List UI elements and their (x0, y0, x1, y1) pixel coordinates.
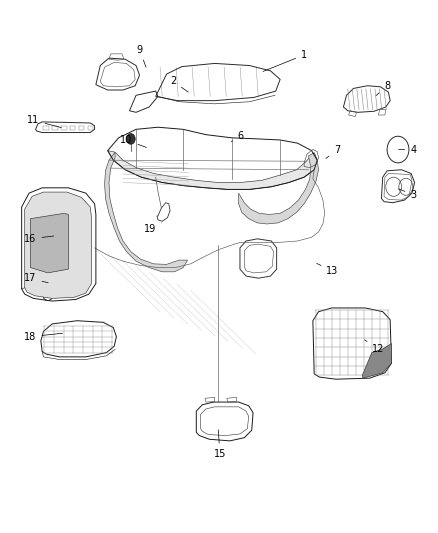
Text: 7: 7 (326, 144, 340, 158)
Text: 6: 6 (231, 131, 244, 142)
Text: 1: 1 (263, 50, 307, 71)
Polygon shape (30, 213, 68, 273)
Text: 11: 11 (27, 115, 61, 127)
Polygon shape (362, 344, 392, 378)
Text: 12: 12 (364, 340, 385, 354)
Text: 18: 18 (24, 332, 63, 342)
Text: 16: 16 (24, 234, 54, 244)
Polygon shape (105, 152, 187, 272)
Text: 3: 3 (399, 189, 417, 200)
Text: 15: 15 (214, 430, 226, 458)
Polygon shape (239, 153, 318, 224)
Polygon shape (25, 192, 92, 298)
Text: 10: 10 (120, 135, 147, 148)
Text: 13: 13 (317, 263, 339, 276)
Circle shape (45, 291, 50, 297)
Text: 17: 17 (24, 273, 48, 283)
Text: 9: 9 (137, 45, 146, 67)
Text: 19: 19 (144, 223, 161, 235)
Text: 8: 8 (376, 81, 390, 95)
Polygon shape (108, 151, 317, 189)
Text: 2: 2 (170, 77, 188, 92)
Text: 4: 4 (399, 144, 417, 155)
Circle shape (127, 134, 135, 144)
